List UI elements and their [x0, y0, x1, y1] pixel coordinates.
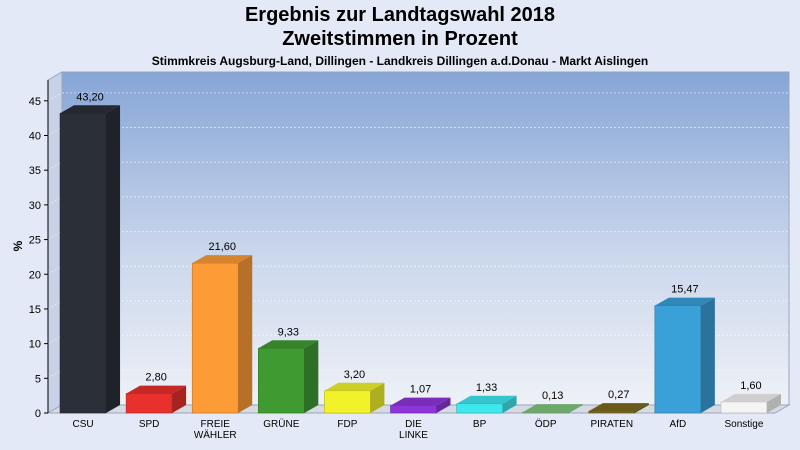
bar-value-label: 1,07	[410, 384, 431, 396]
bar	[390, 397, 451, 414]
bar-top	[390, 397, 451, 406]
gridline-side	[47, 127, 63, 136]
bar-side	[634, 403, 649, 413]
y-tick-label: 5	[35, 373, 41, 385]
y-tick-label: 25	[29, 235, 41, 247]
bar-side	[172, 385, 187, 413]
bar-front	[522, 411, 569, 414]
y-tick-label: 45	[29, 96, 41, 108]
bar-top	[522, 404, 583, 413]
gridline-side	[47, 265, 63, 275]
chart-title: Ergebnis zur Landtagswahl 2018	[244, 4, 556, 26]
bar-side	[370, 382, 385, 413]
bar-top	[60, 105, 121, 114]
bar-front	[720, 401, 768, 414]
bar	[258, 340, 319, 414]
bar-side	[568, 404, 583, 413]
bar-side	[304, 340, 319, 413]
chart-caption: Stimmkreis Augsburg-Land, Dillingen - La…	[151, 54, 649, 68]
category-label: AfD	[670, 419, 687, 430]
bar-front	[390, 405, 437, 414]
y-tick-label: 0	[35, 408, 41, 420]
bar-value-label: 43,20	[76, 91, 104, 103]
bar-value-label: 3,20	[344, 369, 365, 381]
bar-front	[654, 305, 702, 414]
bar	[654, 297, 715, 414]
bar	[324, 382, 385, 414]
bar-front	[258, 347, 305, 414]
bar-front	[588, 410, 636, 414]
bar-value-label: 9,33	[278, 326, 299, 338]
bar-value-label: 1,33	[476, 382, 497, 394]
bar	[191, 255, 253, 414]
bar-top	[456, 395, 517, 404]
bar-side	[502, 395, 517, 413]
bar-top	[654, 297, 715, 306]
bar-side	[106, 105, 121, 414]
bar-top	[258, 340, 319, 349]
category-label: Sonstige	[724, 419, 763, 430]
gridline-side	[47, 161, 63, 171]
bar	[456, 395, 517, 414]
gridline-side	[47, 335, 63, 345]
bar-top	[192, 255, 253, 264]
y-tick-label: 20	[29, 269, 41, 281]
bar	[59, 105, 121, 414]
gridline-side	[47, 231, 63, 240]
bar-value-label: 21,60	[208, 241, 236, 253]
gridline-side	[47, 196, 63, 206]
bar-side	[436, 397, 451, 413]
gridline-side	[47, 92, 63, 102]
gridline-side	[47, 369, 63, 379]
category-label: FREIE	[201, 419, 231, 430]
bar	[125, 385, 187, 414]
y-tick-label: 40	[29, 131, 41, 143]
bar-front	[59, 113, 107, 414]
bar-front	[324, 390, 371, 414]
bar	[588, 403, 649, 414]
bar-value-label: 2,80	[145, 372, 166, 384]
bar-top	[126, 385, 187, 394]
bar-top	[324, 382, 385, 391]
category-label: CSU	[72, 419, 93, 430]
bar-value-label: 0,13	[542, 390, 563, 402]
bar-side	[238, 255, 253, 413]
category-label: LINKE	[399, 430, 428, 441]
y-axis-label: %	[11, 240, 25, 251]
bar-front	[125, 393, 173, 414]
bar-top	[720, 393, 781, 402]
bar-top	[588, 403, 649, 412]
y-tick-label: 10	[29, 339, 41, 351]
category-label: DIE	[405, 419, 422, 430]
category-label: WÄHLER	[194, 429, 237, 441]
chart-subtitle: Zweitstimmen in Prozent	[282, 28, 518, 50]
y-tick-label: 15	[29, 304, 41, 316]
bar-value-label: 15,47	[671, 284, 699, 296]
gridline-side	[47, 300, 63, 310]
bar	[522, 404, 583, 414]
bar-front	[456, 403, 503, 414]
category-label: GRÜNE	[263, 418, 299, 430]
category-label: ÖDP	[535, 418, 557, 430]
bar-value-label: 1,60	[740, 380, 761, 392]
bar-side	[700, 297, 715, 413]
category-label: SPD	[139, 419, 160, 430]
y-tick-label: 35	[29, 165, 41, 177]
category-label: FDP	[337, 419, 357, 430]
category-label: BP	[473, 419, 487, 430]
bar-front	[191, 262, 239, 414]
y-tick-label: 30	[29, 200, 41, 212]
category-label: PIRATEN	[590, 419, 633, 430]
bar-side	[766, 393, 781, 413]
bar	[720, 393, 781, 414]
bar-value-label: 0,27	[608, 389, 629, 401]
